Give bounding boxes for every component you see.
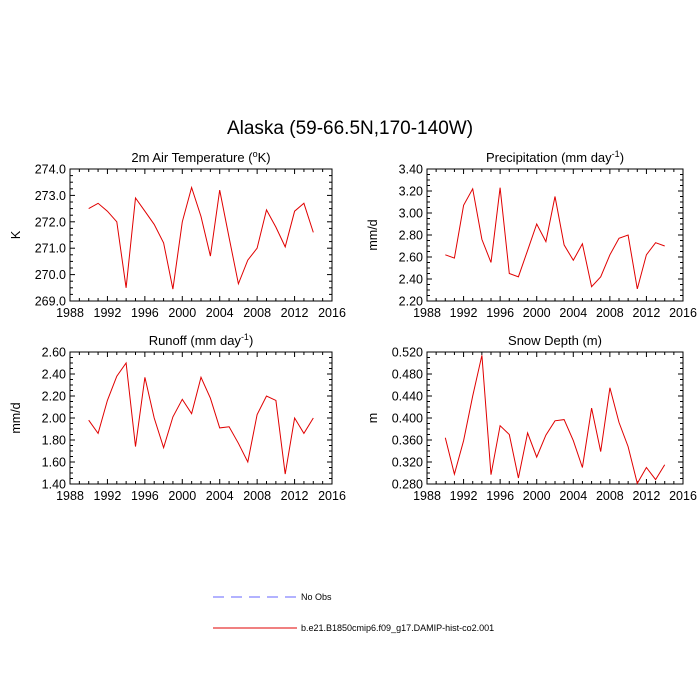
precipitation-xtick-label: 1992 [450,306,478,320]
legend-label-1: No Obs [301,592,332,602]
runoff-ytick-label: 1.60 [42,456,66,470]
precipitation-xtick-label: 2012 [633,306,661,320]
runoff-title: Runoff (mm day-1) [149,332,254,348]
air-temperature-title: 2m Air Temperature (oK) [131,149,270,165]
precipitation-panel: Precipitation (mm day-1) mm/d 1988 1992 1996… [366,149,697,320]
precipitation-xtick-label: 2016 [669,306,697,320]
precipitation-ytick-label: 2.40 [399,273,423,287]
legend: No Obs b.e21.B1850cmip6.f09_g17.DAMIP-his… [213,592,494,633]
air-temperature-ylabel: K [9,230,23,239]
air-temperature-ytick-label: 270.0 [35,268,66,282]
precipitation-ylabel: mm/d [366,219,380,250]
snow-depth-xtick-label: 2004 [559,489,587,503]
runoff-xtick-label: 2004 [206,489,234,503]
snow-depth-ytick-label: 0.480 [392,368,423,382]
snow-depth-xtick-label: 2008 [596,489,624,503]
precipitation-xtick-label: 1996 [486,306,514,320]
snow-depth-plot-frame [426,351,684,485]
legend-label-2: b.e21.B1850cmip6.f09_g17.DAMIP-hist-co2.… [301,623,494,633]
precipitation-ytick-label: 2.20 [399,295,423,309]
snow-depth-ytick-label: 0.520 [392,346,423,360]
runoff-xtick-label: 2016 [318,489,346,503]
air-temperature-panel: 2m Air Temperature (oK) K 1988 1992 1996 2000… [9,149,346,320]
panels: 2m Air Temperature (oK) K 1988 1992 1996 2000… [9,149,697,503]
snow-depth-xtick-label: 1988 [413,489,441,503]
precipitation-xtick-label: 2004 [559,306,587,320]
snow-depth-ytick-label: 0.280 [392,478,423,492]
air-temperature-xtick-label: 1996 [131,306,159,320]
snow-depth-series-line [444,355,666,485]
precipitation-xtick-label: 1988 [413,306,441,320]
runoff-ytick-label: 1.40 [42,478,66,492]
air-temperature-ytick-label: 271.0 [35,242,66,256]
air-temperature-plot-frame [69,168,333,302]
snow-depth-ytick-label: 0.360 [392,434,423,448]
air-temperature-ytick-label: 272.0 [35,215,66,229]
runoff-ytick-label: 2.60 [42,346,66,360]
precipitation-ytick-label: 2.80 [399,229,423,243]
runoff-plot-frame [69,351,333,485]
snow-depth-xtick-label: 1992 [450,489,478,503]
air-temperature-ytick-label: 269.0 [35,295,66,309]
precipitation-series-line [445,187,665,290]
runoff-xtick-label: 2012 [281,489,309,503]
snow-depth-xtick-label: 1996 [486,489,514,503]
air-temperature-series-line [88,185,314,290]
precipitation-plot-frame [426,168,684,302]
air-temperature-xtick-label: 1992 [94,306,122,320]
main-title: Alaska (59-66.5N,170-140W) [227,118,473,139]
runoff-xtick-label: 1996 [131,489,159,503]
air-temperature-xtick-label: 2012 [281,306,309,320]
air-temperature-xtick-label: 2004 [206,306,234,320]
snow-depth-ytick-label: 0.440 [392,390,423,404]
air-temperature-xtick-label: 1988 [56,306,84,320]
air-temperature-xtick-label: 2008 [243,306,271,320]
air-temperature-xtick-label: 2000 [168,306,196,320]
runoff-xtick-label: 1988 [56,489,84,503]
runoff-panel: Runoff (mm day-1) mm/d 1988 1992 1996 2000 200… [9,332,346,503]
snow-depth-ytick-label: 0.400 [392,412,423,426]
runoff-ylabel: mm/d [9,402,23,433]
snow-depth-title: Snow Depth (m) [508,333,602,348]
air-temperature-ytick-label: 273.0 [35,189,66,203]
snow-depth-xtick-label: 2016 [669,489,697,503]
snow-depth-ylabel: m [366,413,380,423]
air-temperature-xtick-label: 2016 [318,306,346,320]
runoff-ytick-label: 1.80 [42,434,66,448]
snow-depth-xtick-label: 2000 [523,489,551,503]
air-temperature-ytick-label: 274.0 [35,163,66,177]
precipitation-xtick-label: 2000 [523,306,551,320]
precipitation-ytick-label: 3.40 [399,163,423,177]
snow-depth-ytick-label: 0.320 [392,456,423,470]
runoff-ytick-label: 2.00 [42,412,66,426]
precipitation-ytick-label: 3.00 [399,207,423,221]
snow-depth-xtick-label: 2012 [633,489,661,503]
runoff-xtick-label: 1992 [94,489,122,503]
precipitation-ytick-label: 3.20 [399,185,423,199]
runoff-xtick-label: 2008 [243,489,271,503]
runoff-ytick-label: 2.40 [42,368,66,382]
runoff-xtick-label: 2000 [168,489,196,503]
snow-depth-panel: Snow Depth (m) m 1988 1992 1996 2000 2004 2008 2… [366,333,697,503]
precipitation-xtick-label: 2008 [596,306,624,320]
runoff-ytick-label: 2.20 [42,390,66,404]
runoff-series-line [88,361,314,475]
precipitation-title: Precipitation (mm day-1) [486,149,624,165]
precipitation-ytick-label: 2.60 [399,251,423,265]
